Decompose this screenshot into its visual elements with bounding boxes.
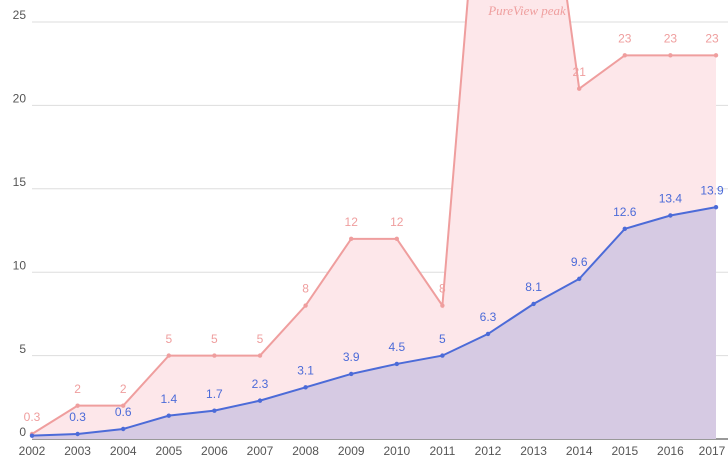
data-label: 6.3 xyxy=(480,310,497,324)
x-tick-label: 2016 xyxy=(657,444,684,458)
point xyxy=(303,385,308,390)
x-tick-label: 2004 xyxy=(110,444,137,458)
point xyxy=(622,226,627,232)
point xyxy=(349,236,354,242)
y-tick-label: 20 xyxy=(13,92,27,106)
data-label: 8 xyxy=(439,282,446,296)
series-line xyxy=(31,206,717,437)
point xyxy=(166,413,171,418)
data-label: 5 xyxy=(211,332,218,346)
data-label: 0.3 xyxy=(69,410,86,424)
point xyxy=(394,361,399,367)
point xyxy=(29,433,35,438)
point xyxy=(121,403,126,408)
data-label: 23 xyxy=(705,32,719,46)
data-label: 23 xyxy=(664,32,678,46)
point xyxy=(75,431,80,437)
x-tick-label: 2006 xyxy=(201,444,228,458)
x-tick-label: 2011 xyxy=(429,444,455,458)
data-label: 0.6 xyxy=(115,405,132,419)
x-tick-label: 2009 xyxy=(338,444,365,458)
point xyxy=(121,426,126,432)
point xyxy=(349,371,354,377)
data-label: 5 xyxy=(257,332,264,346)
x-tick-label: 2017 xyxy=(699,444,726,458)
y-tick-label: 5 xyxy=(19,342,26,356)
point xyxy=(212,408,217,413)
data-label: 23 xyxy=(618,32,632,46)
x-tick-label: 2005 xyxy=(155,444,182,458)
point xyxy=(485,331,491,337)
point xyxy=(257,353,263,358)
point xyxy=(531,301,536,307)
y-tick-label: 15 xyxy=(13,175,27,189)
x-tick-label: 2013 xyxy=(520,444,547,458)
data-label: 13.9 xyxy=(700,183,724,197)
data-label: 2.3 xyxy=(252,377,269,391)
point xyxy=(166,353,171,358)
point xyxy=(394,236,399,242)
areas xyxy=(31,0,717,439)
point xyxy=(75,403,80,408)
data-label: 5 xyxy=(439,332,446,346)
data-label: 0.3 xyxy=(24,410,41,424)
data-label: 2 xyxy=(120,382,127,396)
x-tick-label: 2007 xyxy=(247,444,274,458)
annotation: PureView peak xyxy=(487,3,566,18)
x-tick-label: 2003 xyxy=(64,444,91,458)
x-tick-label: 2008 xyxy=(292,444,319,458)
point xyxy=(713,204,719,210)
point xyxy=(440,353,445,358)
x-tick-label: 2010 xyxy=(383,444,410,458)
x-tick-label: 2012 xyxy=(475,444,502,458)
data-label: 1.4 xyxy=(160,392,177,406)
data-label: 12 xyxy=(345,215,359,229)
point xyxy=(577,276,582,282)
point xyxy=(713,53,719,58)
data-label: 9.6 xyxy=(571,255,588,269)
data-label: 8.1 xyxy=(525,280,542,294)
data-label: 5 xyxy=(165,332,172,346)
x-tick-label: 2015 xyxy=(611,444,638,458)
y-tick-label: 25 xyxy=(13,8,27,22)
data-label: 12.6 xyxy=(613,205,637,219)
data-label: 12 xyxy=(390,215,404,229)
data-label: 21 xyxy=(573,65,587,79)
data-label: 13.4 xyxy=(659,192,683,206)
data-label: 1.7 xyxy=(206,387,223,401)
data-label: 3.9 xyxy=(343,350,360,364)
data-label: 8 xyxy=(302,282,309,296)
point xyxy=(622,53,627,58)
y-tick-label: 0 xyxy=(19,425,26,439)
data-label: 2 xyxy=(74,382,81,396)
y-tick-label: 10 xyxy=(13,258,27,272)
point xyxy=(668,53,673,58)
point xyxy=(212,353,217,358)
point xyxy=(668,213,673,218)
series-line xyxy=(31,0,716,435)
point xyxy=(303,303,308,308)
point xyxy=(257,398,263,403)
x-tick-label: 2002 xyxy=(19,444,46,458)
area-fill xyxy=(32,207,716,439)
point xyxy=(577,86,582,91)
point xyxy=(440,303,445,308)
foreground: 2002 2003 2004 2005 2006 2007 2008 2009 2010 2011… xyxy=(19,32,726,459)
data-label: 3.1 xyxy=(297,363,314,377)
x-tick-label: 2014 xyxy=(566,444,593,458)
data-label: 4.5 xyxy=(388,340,405,354)
